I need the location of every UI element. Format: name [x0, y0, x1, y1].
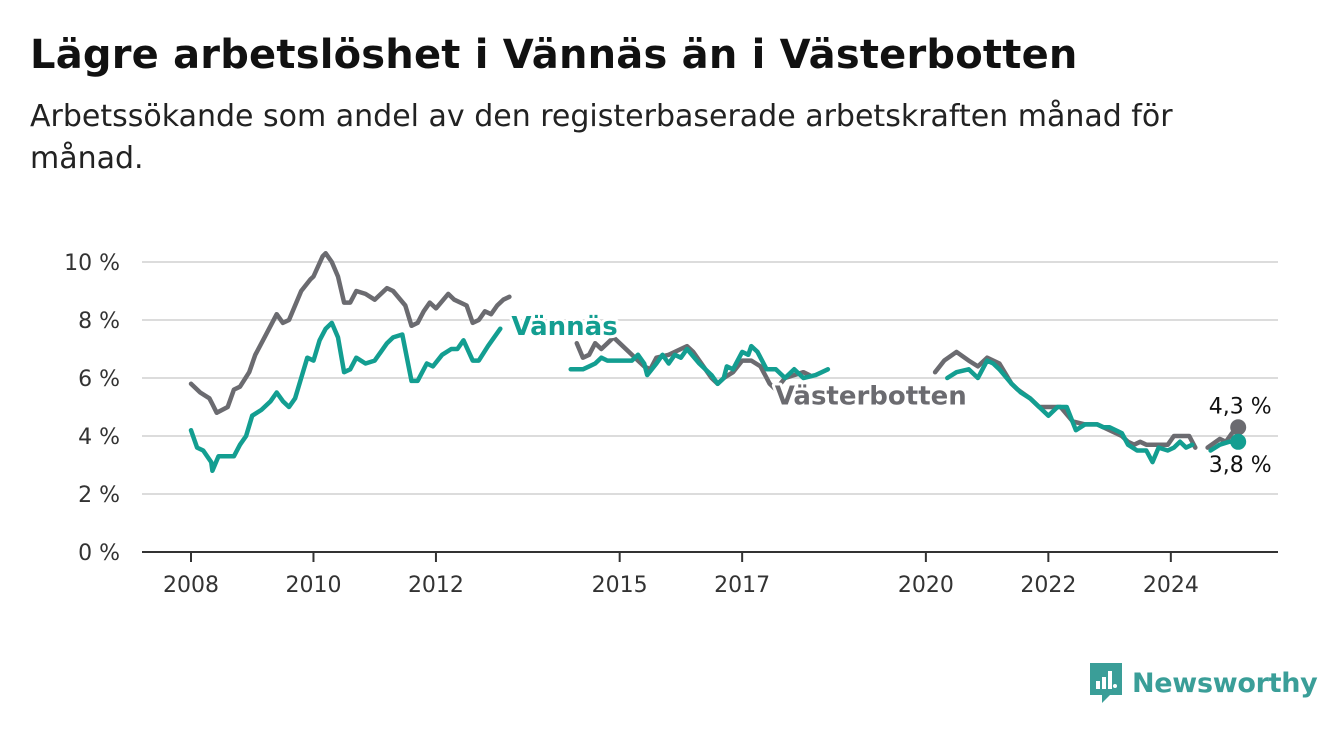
y-tick-label: 10 % — [64, 251, 120, 276]
y-tick-label: 6 % — [78, 367, 120, 392]
grid-lines — [142, 261, 1278, 553]
series-label: Vännäs — [511, 312, 617, 342]
series-label: Västerbotten — [775, 381, 967, 411]
brand-name: Newsworthy — [1132, 667, 1318, 699]
y-tick-label: 0 % — [78, 541, 120, 566]
end-marker — [1230, 419, 1247, 436]
y-axis-ticks: 0 % 2 % 4 % 6 % 8 % 10 % — [64, 251, 120, 566]
series-line-vannas — [188, 320, 503, 474]
y-tick-label: 2 % — [78, 483, 120, 508]
end-value-label: 3,8 % — [1209, 453, 1272, 478]
x-tick-label: 2010 — [285, 573, 341, 598]
series-line-vasterbotten — [932, 349, 1198, 450]
newsworthy-logo-icon — [1090, 663, 1122, 703]
series-lines — [188, 251, 1241, 474]
series-line-vasterbotten — [188, 251, 512, 416]
x-axis-ticks: 2008 2010 2012 2015 2017 2020 2022 2024 — [163, 552, 1199, 598]
series-label-halo: Vännäs — [511, 312, 617, 342]
x-tick-label: 2008 — [163, 573, 219, 598]
chart-title: Lägre arbetslöshet i Vännäs än i Västerb… — [30, 32, 1078, 78]
series-line-vasterbotten — [574, 335, 812, 392]
chart-subtitle: Arbetssökande som andel av den registerb… — [30, 99, 1173, 176]
x-tick-label: 2017 — [714, 573, 770, 598]
x-tick-label: 2022 — [1020, 573, 1076, 598]
series-label-halo: Västerbotten — [775, 381, 967, 411]
end-marker — [1230, 433, 1247, 450]
end-value-label: 4,3 % — [1209, 394, 1272, 419]
y-tick-label: 4 % — [78, 425, 120, 450]
series-line-vannas — [568, 343, 831, 387]
x-tick-label: 2015 — [592, 573, 648, 598]
x-tick-label: 2020 — [898, 573, 954, 598]
newsworthy-brand[interactable]: Newsworthy — [1088, 660, 1318, 706]
y-tick-label: 8 % — [78, 309, 120, 334]
x-tick-label: 2012 — [408, 573, 464, 598]
end-markers: 4,3 % 3,8 % — [1209, 394, 1272, 478]
x-tick-label: 2024 — [1143, 573, 1199, 598]
series-line-vannas — [945, 358, 1195, 465]
